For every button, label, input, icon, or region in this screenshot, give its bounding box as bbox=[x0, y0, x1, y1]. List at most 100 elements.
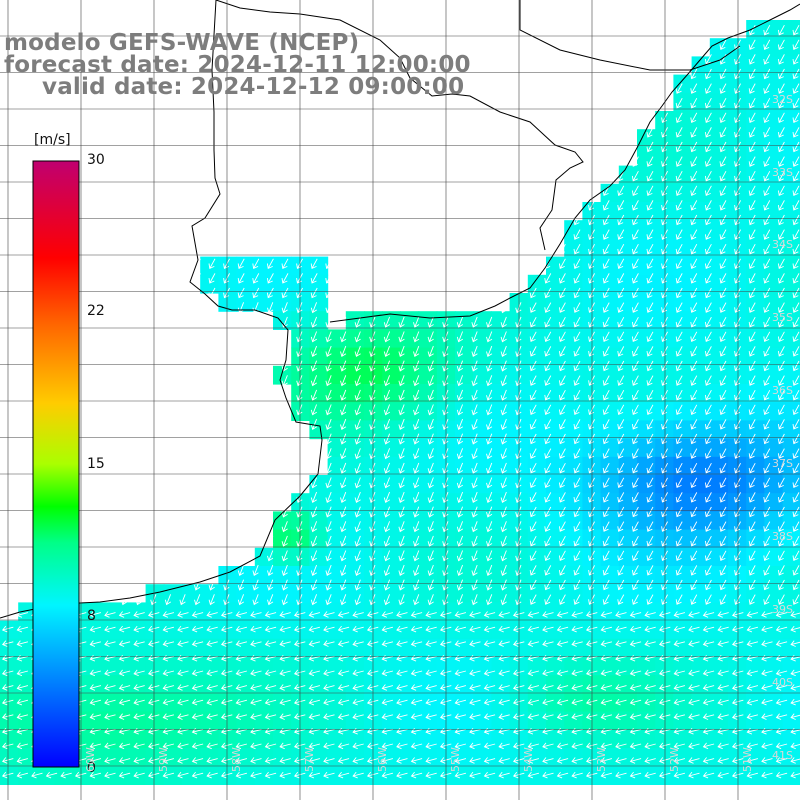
wind-arrow bbox=[556, 640, 569, 647]
wind-arrow bbox=[777, 433, 785, 445]
wind-arrow bbox=[719, 594, 727, 605]
wind-arrow bbox=[719, 243, 727, 255]
wind-speed-cell bbox=[91, 657, 110, 676]
wind-arrow bbox=[118, 669, 131, 677]
wind-arrow bbox=[763, 200, 771, 211]
wind-speed-cell bbox=[527, 729, 547, 749]
wind-arrow bbox=[690, 214, 698, 226]
wind-arrow bbox=[704, 127, 712, 138]
wind-arrow bbox=[704, 229, 712, 240]
wind-speed-cell bbox=[546, 547, 565, 567]
wind-arrow bbox=[413, 535, 420, 547]
wind-speed-cell bbox=[764, 693, 784, 713]
wind-arrow bbox=[777, 331, 785, 343]
wind-arrow bbox=[615, 742, 627, 750]
wind-speed-cell bbox=[709, 129, 729, 148]
wind-arrow bbox=[690, 127, 698, 138]
wind-arrow bbox=[646, 389, 654, 401]
wind-arrow bbox=[410, 625, 423, 633]
wind-arrow bbox=[631, 492, 639, 503]
wind-arrow bbox=[602, 492, 610, 503]
wind-speed-cell bbox=[746, 566, 765, 585]
wind-speed-cell bbox=[418, 620, 438, 640]
wind-arrow bbox=[500, 316, 507, 328]
wind-speed-cell bbox=[655, 766, 674, 785]
wind-speed-cell bbox=[691, 402, 711, 421]
wind-speed-cell bbox=[364, 693, 383, 713]
wind-arrow bbox=[644, 625, 656, 633]
wind-arrow bbox=[396, 611, 408, 618]
wind-arrow bbox=[602, 229, 610, 240]
wind-arrow bbox=[325, 273, 333, 284]
wind-speed-cell bbox=[163, 748, 183, 767]
wind-arrow bbox=[748, 375, 756, 386]
wind-speed-cell bbox=[782, 438, 800, 458]
wind-arrow bbox=[398, 375, 405, 387]
wind-arrow bbox=[310, 316, 318, 328]
wind-arrow bbox=[748, 141, 756, 153]
wind-speed-cell bbox=[764, 92, 784, 112]
wind-arrow bbox=[354, 418, 361, 431]
wind-speed-cell bbox=[655, 638, 674, 658]
wind-arrow bbox=[544, 462, 552, 474]
wind-arrow bbox=[673, 625, 686, 633]
wind-arrow bbox=[602, 346, 610, 357]
wind-arrow bbox=[573, 302, 581, 313]
wind-speed-cell bbox=[691, 456, 711, 476]
wind-arrow bbox=[469, 771, 481, 779]
wind-arrow bbox=[104, 757, 116, 764]
wind-arrow bbox=[748, 127, 756, 138]
wind-arrow bbox=[454, 625, 467, 633]
wind-arrow bbox=[690, 287, 698, 299]
wind-arrow bbox=[354, 564, 361, 577]
wind-arrow bbox=[792, 506, 800, 518]
lon-label: 60W bbox=[84, 747, 97, 772]
wind-speed-cell bbox=[145, 638, 165, 658]
wind-arrow bbox=[629, 640, 642, 647]
wind-speed-cell bbox=[546, 638, 565, 658]
wind-arrow bbox=[527, 713, 540, 720]
wind-arrow bbox=[673, 757, 686, 764]
wind-speed-cell bbox=[400, 657, 420, 676]
wind-arrow bbox=[104, 742, 116, 750]
wind-speed-cell bbox=[236, 602, 256, 622]
wind-speed-cell bbox=[691, 766, 711, 785]
wind-speed-cell bbox=[182, 675, 201, 694]
wind-speed-cell bbox=[491, 402, 511, 421]
wind-arrow bbox=[133, 640, 145, 647]
wind-arrow bbox=[763, 68, 771, 80]
wind-speed-cell bbox=[327, 493, 347, 512]
wind-speed-cell bbox=[182, 620, 201, 640]
wind-speed-cell bbox=[655, 438, 674, 458]
wind-arrow bbox=[792, 200, 800, 211]
wind-speed-cell bbox=[600, 202, 620, 221]
wind-speed-cell bbox=[728, 711, 747, 731]
wind-arrow bbox=[631, 302, 639, 313]
wind-arrow bbox=[381, 757, 394, 764]
wind-speed-cell bbox=[109, 657, 128, 676]
wind-speed-cell bbox=[455, 602, 474, 622]
wind-arrow bbox=[646, 200, 654, 211]
wind-speed-cell bbox=[764, 547, 784, 567]
wind-speed-cell bbox=[291, 293, 310, 312]
wind-arrow bbox=[308, 611, 321, 618]
wind-speed-cell bbox=[655, 147, 674, 167]
wind-arrow bbox=[761, 625, 773, 633]
wind-arrow bbox=[427, 360, 434, 372]
wind-speed-cell bbox=[709, 183, 729, 203]
wind-arrow bbox=[777, 506, 785, 518]
wind-arrow bbox=[235, 625, 248, 633]
wind-arrow bbox=[410, 713, 423, 720]
wind-speed-cell bbox=[600, 529, 620, 549]
wind-arrow bbox=[792, 579, 800, 591]
wind-arrow bbox=[456, 477, 464, 489]
wind-arrow bbox=[413, 506, 420, 518]
wind-speed-cell bbox=[364, 493, 383, 512]
wind-arrow bbox=[325, 594, 332, 606]
wind-speed-cell bbox=[91, 729, 110, 749]
wind-speed-cell bbox=[455, 420, 474, 440]
wind-speed-cell bbox=[455, 748, 474, 767]
wind-speed-cell bbox=[782, 675, 800, 694]
wind-speed-cell bbox=[109, 711, 128, 731]
wind-arrow bbox=[675, 419, 683, 430]
